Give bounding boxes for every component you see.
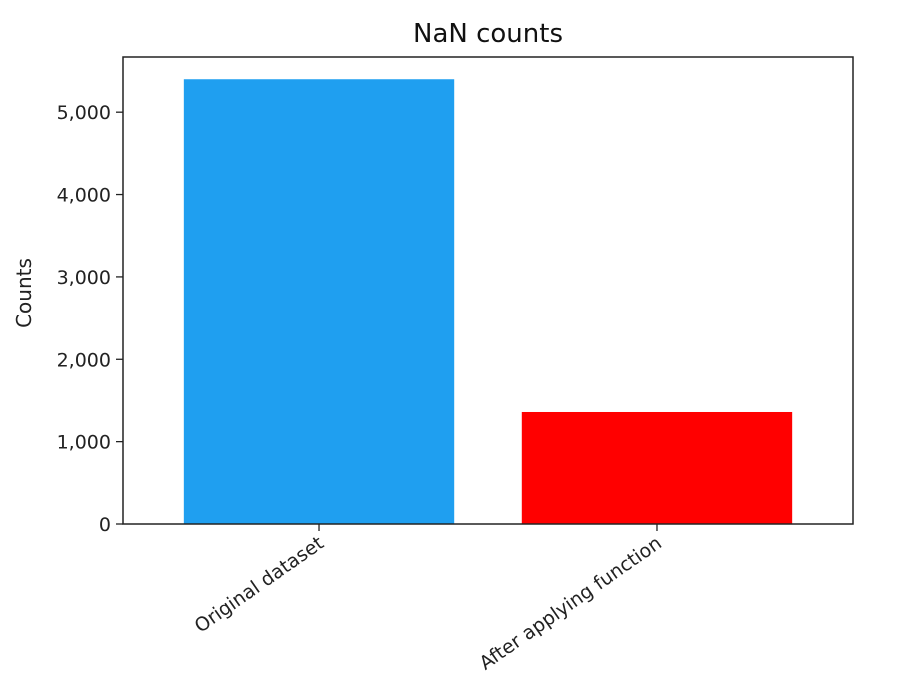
y-tick-label: 5,000 <box>57 102 111 124</box>
plot-frame <box>122 56 854 525</box>
bar-2 <box>521 411 793 524</box>
y-tick-label: 2,000 <box>57 349 111 371</box>
bar-1 <box>183 79 455 524</box>
y-axis-label: Counts <box>12 258 36 328</box>
chart-title: NaN counts <box>413 19 563 49</box>
y-tick-label: 0 <box>99 514 111 536</box>
y-axis-ticks: 0 1,000 2,000 3,000 4,000 5,000 <box>57 102 123 536</box>
y-tick-label: 4,000 <box>57 185 111 207</box>
y-tick-label: 3,000 <box>57 267 111 289</box>
bars-group <box>183 79 793 524</box>
y-tick-label: 1,000 <box>57 432 111 454</box>
